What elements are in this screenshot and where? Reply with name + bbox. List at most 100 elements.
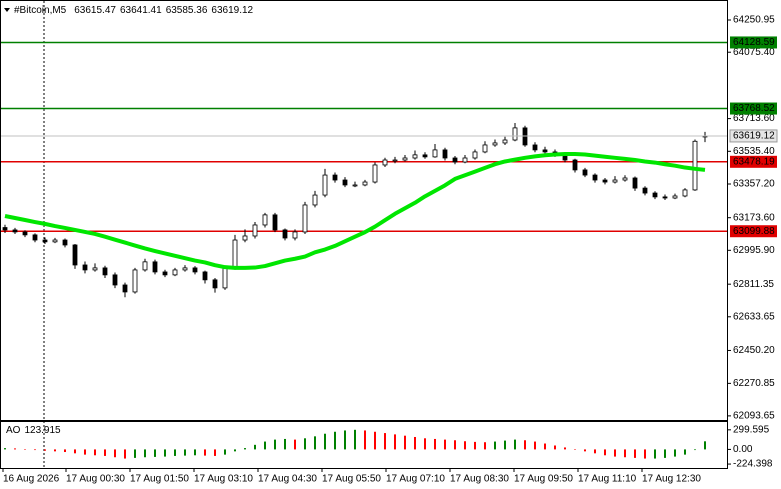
ao-bar — [284, 438, 286, 450]
candle-body — [62, 239, 68, 246]
y-tick-label: 63173.60 — [733, 212, 775, 223]
ao-bar — [334, 431, 336, 450]
level-label: 63478.19 — [733, 156, 775, 167]
menu-triangle — [4, 8, 10, 12]
ao-bar — [614, 449, 616, 457]
ao-bar — [314, 436, 316, 450]
candle-body — [442, 149, 448, 159]
ao-bar — [424, 438, 426, 450]
y-tick-label: 62995.90 — [733, 245, 775, 256]
ao-bar — [694, 449, 696, 451]
y-tick-label: 62811.35 — [733, 279, 774, 290]
candle-body — [52, 239, 58, 243]
candle-body — [152, 261, 158, 273]
ao-bar — [204, 449, 206, 456]
x-tick-label: 17 Aug 09:50 — [514, 474, 573, 485]
x-tick-label: 17 Aug 00:30 — [66, 474, 125, 485]
candle-body — [662, 196, 668, 199]
candle-body — [642, 187, 648, 194]
candle-body — [332, 174, 338, 181]
y-tick-label: 62093.65 — [733, 411, 775, 422]
ao-bar — [704, 441, 706, 450]
ao-bar — [214, 449, 216, 456]
ao-bar — [304, 438, 306, 450]
ao-bar — [354, 429, 356, 450]
candle-body — [632, 177, 638, 189]
ao-bar — [684, 449, 686, 455]
ao-bar — [144, 449, 146, 458]
candle-body — [312, 194, 318, 206]
x-tick-label: 17 Aug 04:30 — [258, 474, 317, 485]
ao-bar — [374, 431, 376, 450]
ao-bar — [84, 449, 86, 455]
candle-body — [142, 261, 148, 271]
ao-bar — [24, 449, 26, 450]
candle-body — [302, 204, 308, 233]
candle-body — [292, 231, 298, 239]
chart-header: #Bitcoin,M5 63615.47 63641.41 63585.36 63619… — [14, 5, 254, 16]
ao-bar — [394, 434, 396, 450]
candle-body — [222, 267, 228, 289]
y-tick-label: 64250.95 — [733, 15, 775, 26]
candle-body — [172, 269, 178, 276]
ao-tick-label: 299.595 — [733, 424, 770, 435]
candle-body — [692, 140, 698, 191]
x-tick-label: 17 Aug 07:10 — [386, 474, 445, 485]
candle-body — [452, 157, 458, 163]
candle-body — [482, 144, 488, 153]
level-label: 63768.52 — [733, 103, 775, 114]
ao-bar — [124, 449, 126, 459]
ao-bar — [584, 449, 586, 452]
candle-body — [492, 142, 498, 146]
ao-bar — [174, 449, 176, 456]
candle-body — [672, 195, 678, 199]
ao-bar — [74, 449, 76, 454]
ao-bar — [444, 439, 446, 450]
ao-bar — [94, 449, 96, 456]
x-tick-label: 17 Aug 05:50 — [322, 474, 381, 485]
candle-body — [322, 174, 328, 196]
candle-body — [422, 154, 428, 158]
current-price-label: 63619.12 — [733, 131, 775, 142]
candle-body — [102, 267, 108, 276]
candle-body — [462, 157, 468, 163]
ao-bar — [484, 442, 486, 450]
candle-body — [232, 239, 238, 269]
y-tick-label: 62633.65 — [733, 311, 775, 322]
y-tick-label: 64075.40 — [733, 47, 775, 58]
candle-body — [122, 284, 128, 293]
ao-bar — [474, 441, 476, 450]
candle-body — [2, 227, 8, 231]
candle-body — [162, 271, 168, 276]
x-tick-label: 17 Aug 08:30 — [450, 474, 509, 485]
candle-body — [282, 229, 288, 239]
candle-body — [432, 149, 438, 158]
ao-bar — [544, 443, 546, 450]
candle-body — [42, 239, 48, 243]
ao-value: 123.915 — [24, 425, 61, 436]
candle-body — [202, 271, 208, 281]
level-label-bg — [730, 225, 777, 238]
candle-body — [352, 184, 358, 187]
ao-bar — [254, 444, 256, 450]
candle-body — [392, 159, 398, 162]
ao-bar — [654, 449, 656, 459]
ao-bar — [454, 440, 456, 450]
ao-bar — [524, 440, 526, 450]
ao-name: AO — [6, 425, 21, 436]
ao-bar — [504, 440, 506, 450]
level-label-bg — [730, 36, 777, 49]
ao-bar — [154, 449, 156, 457]
ao-bar — [494, 441, 496, 450]
ao-bar — [194, 449, 196, 456]
candle-body — [372, 164, 378, 183]
ao-bar — [164, 449, 166, 457]
candle-body — [192, 267, 198, 273]
x-tick-label: 17 Aug 11:10 — [578, 474, 637, 485]
x-tick-label: 17 Aug 01:50 — [130, 474, 189, 485]
ao-label: AO 123.915 — [6, 425, 61, 436]
ao-bar — [464, 441, 466, 450]
ao-bar — [264, 441, 266, 450]
ao-bar — [44, 449, 46, 451]
